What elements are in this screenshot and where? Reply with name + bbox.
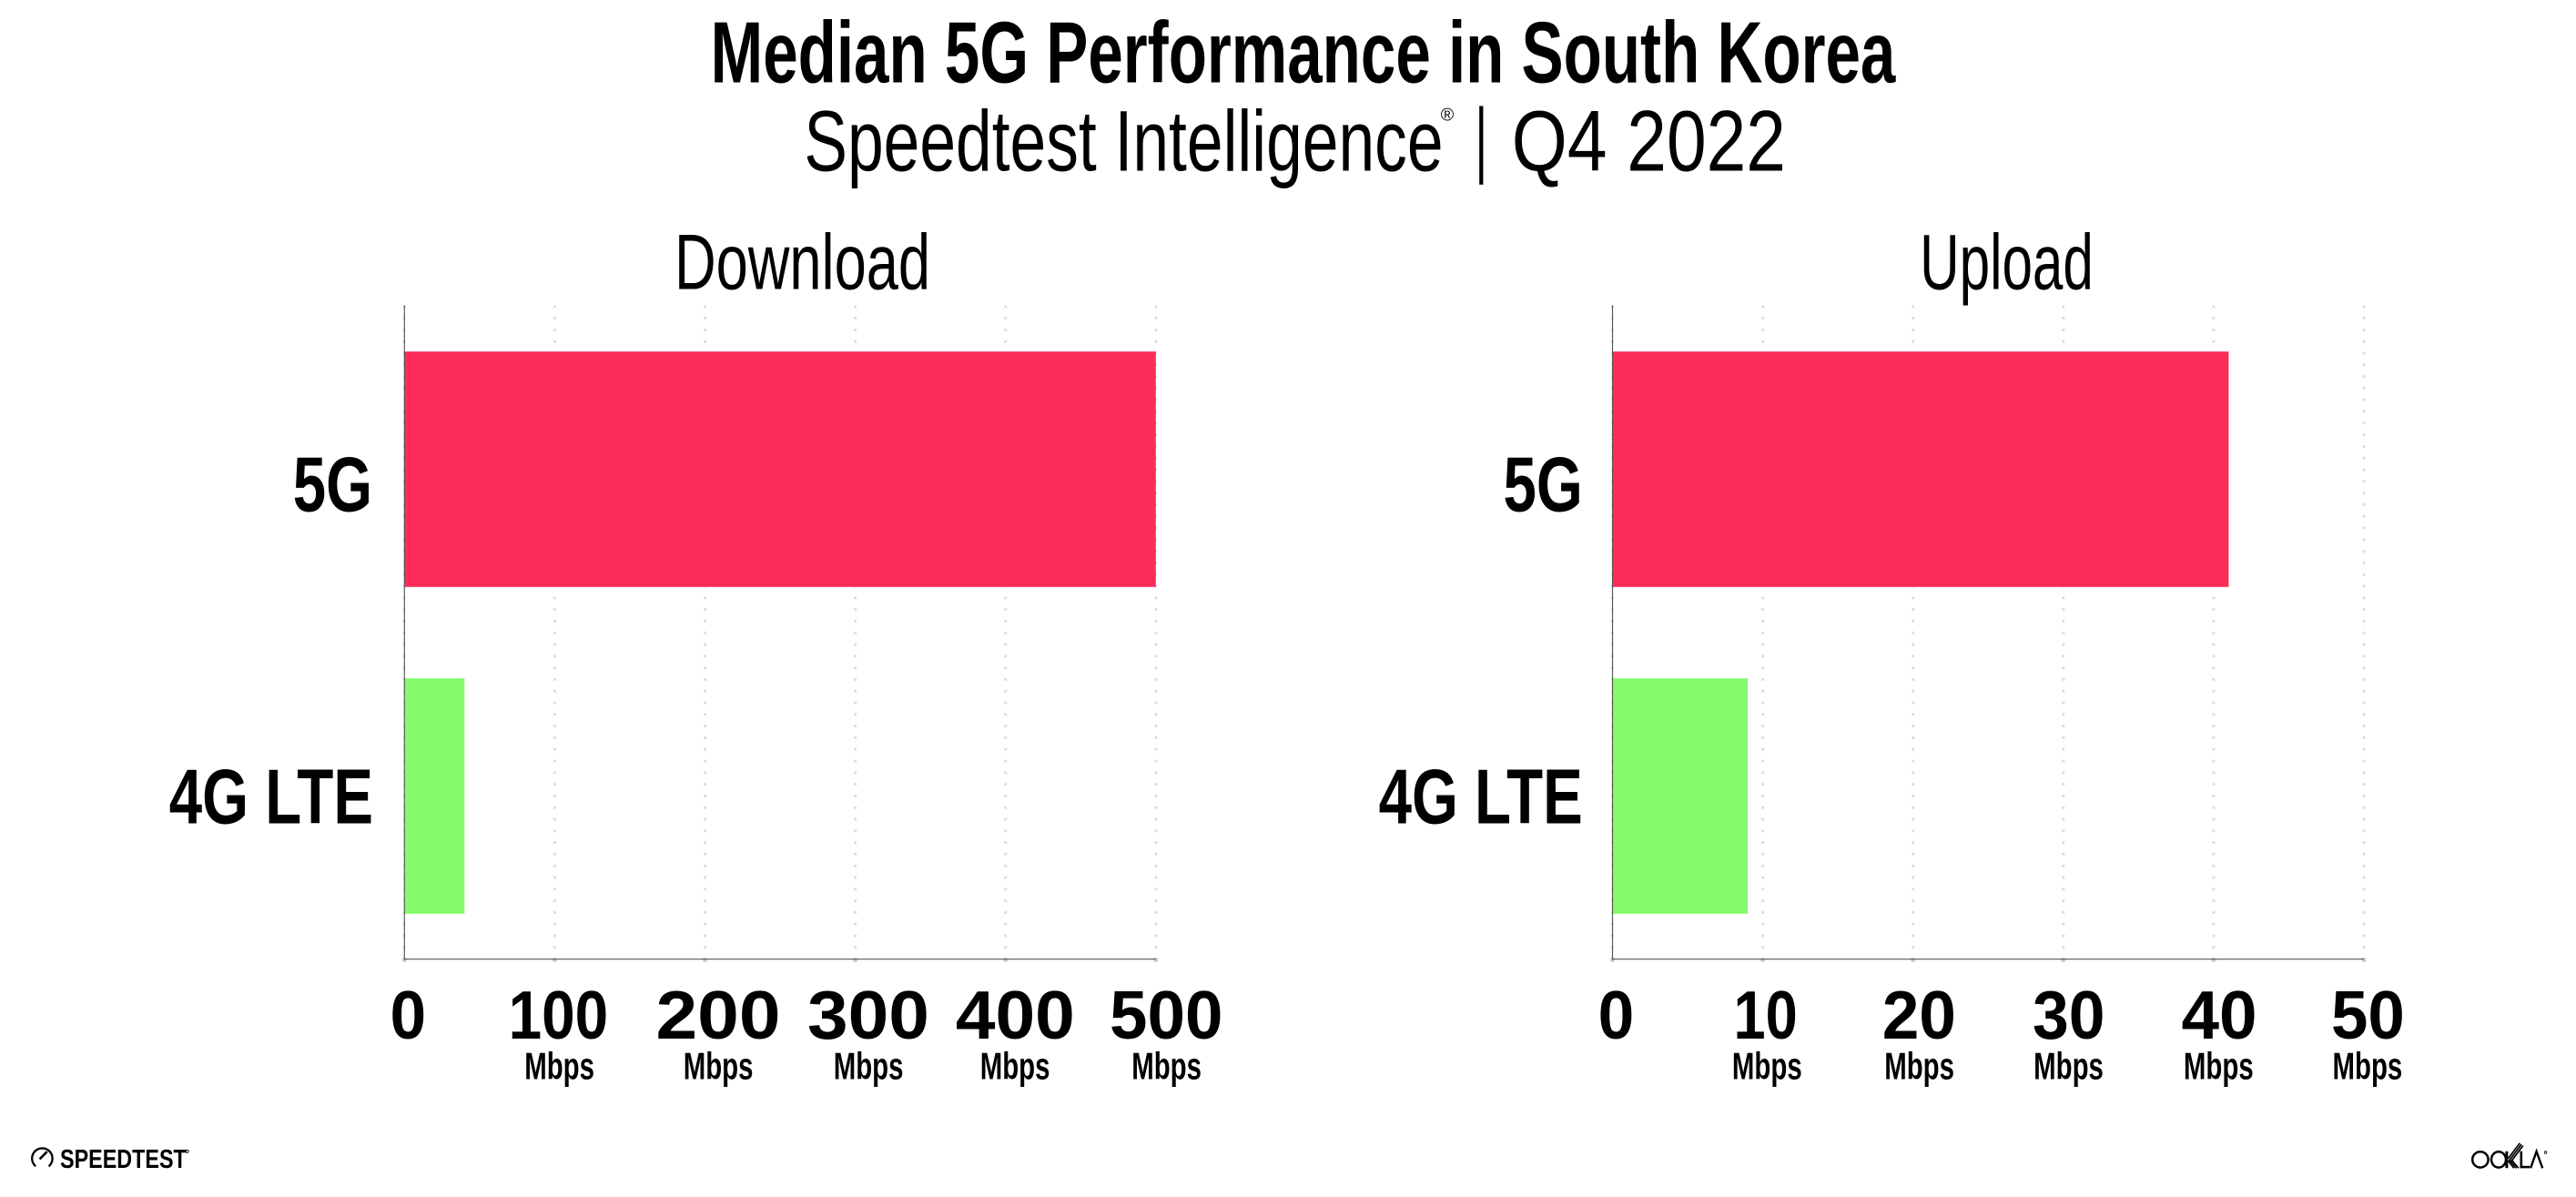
- svg-text:®: ®: [1441, 106, 1455, 126]
- svg-text:Speedtest Intelligence: Speedtest Intelligence: [804, 93, 1443, 189]
- svg-text:Mbps: Mbps: [1732, 1044, 1802, 1088]
- svg-text:Q4 2022: Q4 2022: [1512, 94, 1786, 190]
- svg-text:400: 400: [956, 979, 1075, 1054]
- svg-text:4G LTE: 4G LTE: [169, 754, 373, 840]
- svg-text:SPEEDTEST: SPEEDTEST: [60, 1146, 187, 1174]
- svg-text:5G: 5G: [1503, 441, 1582, 528]
- svg-text:10: 10: [1733, 977, 1797, 1053]
- svg-text:Mbps: Mbps: [2184, 1044, 2254, 1088]
- svg-text:4G LTE: 4G LTE: [1379, 754, 1583, 840]
- svg-text:30: 30: [2033, 977, 2105, 1053]
- svg-text:Mbps: Mbps: [834, 1044, 904, 1088]
- svg-text:50: 50: [2331, 977, 2405, 1053]
- svg-text:20: 20: [1882, 977, 1956, 1053]
- svg-text:Upload: Upload: [1920, 218, 2094, 306]
- svg-text:Mbps: Mbps: [684, 1044, 754, 1088]
- svg-text:Mbps: Mbps: [2333, 1044, 2403, 1088]
- svg-text:300: 300: [807, 978, 929, 1053]
- svg-text:40: 40: [2181, 977, 2257, 1053]
- svg-text:Mbps: Mbps: [1884, 1044, 1954, 1088]
- svg-text:100: 100: [509, 977, 609, 1053]
- svg-text:Download: Download: [674, 218, 930, 306]
- svg-text:0: 0: [1598, 978, 1635, 1053]
- svg-text:Median 5G Performance in South: Median 5G Performance in South Korea: [711, 3, 1897, 101]
- svg-text:0: 0: [390, 978, 426, 1053]
- svg-text:200: 200: [656, 977, 781, 1053]
- svg-text:500: 500: [1110, 977, 1222, 1053]
- svg-text:Mbps: Mbps: [1131, 1044, 1202, 1088]
- svg-text:Mbps: Mbps: [980, 1044, 1050, 1088]
- svg-text:Mbps: Mbps: [2033, 1044, 2104, 1088]
- svg-text:5G: 5G: [293, 441, 372, 528]
- svg-text:Mbps: Mbps: [524, 1044, 594, 1088]
